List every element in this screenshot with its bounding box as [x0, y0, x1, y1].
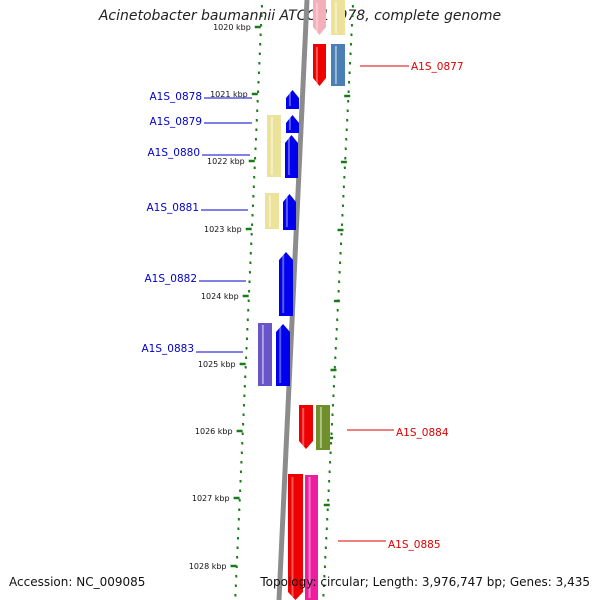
gene-yellow-feature — [265, 193, 279, 229]
gene-a1s0881 — [283, 194, 296, 230]
gene-a1s0879 — [286, 115, 299, 133]
gene-label: A1S_0884 — [396, 427, 449, 439]
gene-a1s0884 — [299, 405, 313, 449]
kbp-label: 1026 kbp — [195, 427, 233, 436]
gene-label: A1S_0879 — [150, 116, 203, 128]
kbp-label: 1028 kbp — [189, 562, 227, 571]
kbp-label: 1024 kbp — [201, 292, 239, 301]
kbp-label: 1021 kbp — [210, 90, 248, 99]
kbp-label: 1020 kbp — [213, 23, 251, 32]
gene-yellow-feature — [331, 0, 345, 35]
gene-label: A1S_0880 — [148, 147, 201, 159]
gene-olive-feature — [316, 405, 330, 450]
kbp-label: 1023 kbp — [204, 225, 242, 234]
gene-pink-feature — [305, 475, 318, 600]
gene-purple-feature — [258, 323, 272, 386]
gene-steel-feature — [331, 44, 345, 86]
gene-a1s0878 — [286, 90, 299, 109]
gene-label: A1S_0878 — [150, 91, 203, 103]
gene-pink-feature — [313, 0, 326, 35]
gene-yellow-feature — [267, 115, 281, 177]
gene-a1s0883 — [276, 324, 290, 386]
accession-label: Accession: NC_009085 — [9, 575, 146, 589]
kbp-label: 1025 kbp — [198, 360, 236, 369]
gene-a1s0882 — [279, 252, 293, 316]
gene-a1s0877 — [313, 44, 326, 86]
gene-a1s0885 — [288, 474, 303, 600]
gene-label: A1S_0883 — [142, 343, 195, 355]
gene-label: A1S_0882 — [145, 273, 198, 285]
topology-label: Topology: circular; Length: 3,976,747 bp… — [260, 575, 590, 589]
gene-label: A1S_0885 — [388, 539, 441, 551]
map-title: Acinetobacter baumannii ATCC 17978, comp… — [98, 8, 502, 24]
kbp-label: 1027 kbp — [192, 494, 230, 503]
kbp-label: 1022 kbp — [207, 157, 245, 166]
gene-label: A1S_0877 — [411, 61, 464, 73]
gene-a1s0880 — [285, 135, 298, 178]
gene-label: A1S_0881 — [147, 202, 200, 214]
